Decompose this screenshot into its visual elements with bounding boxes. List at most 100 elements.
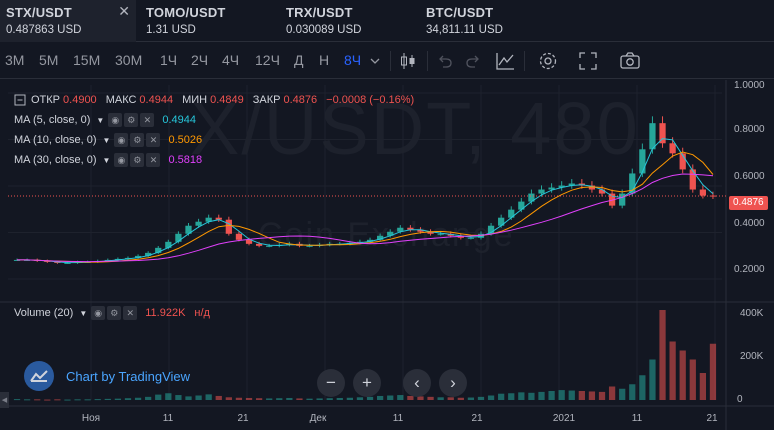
tab-tomo-usdt[interactable]: TOMO/USDT 1.31 USD xyxy=(140,0,276,42)
time-axis-label: Дек xyxy=(309,413,327,424)
undo-icon[interactable] xyxy=(434,50,456,72)
eye-icon[interactable]: ◉ xyxy=(114,153,129,167)
timeframe-12h[interactable]: 12Ч xyxy=(255,52,280,68)
close-icon[interactable]: ✕ xyxy=(140,113,155,127)
candle-body xyxy=(669,143,676,154)
candle-body xyxy=(387,231,394,236)
volume-bar xyxy=(598,391,606,400)
candle-body xyxy=(709,195,717,197)
candle-body xyxy=(165,241,172,248)
volume-bar xyxy=(13,399,21,401)
candle-body xyxy=(619,193,626,206)
eye-icon[interactable]: ◉ xyxy=(91,306,106,320)
volume-legend[interactable]: Volume (20) ▼ ◉ ⚙ ✕ 11.922K н/д xyxy=(14,306,219,320)
redo-icon[interactable] xyxy=(462,50,484,72)
candle-body xyxy=(44,260,51,262)
candle-body xyxy=(508,209,515,218)
cloud-icon xyxy=(24,361,54,391)
snapshot-icon[interactable] xyxy=(619,50,641,72)
chart-canvas[interactable] xyxy=(0,80,774,430)
close-value: 0.4876 xyxy=(283,94,318,106)
chevron-left-icon[interactable]: ◀ xyxy=(0,392,9,408)
settings-icon[interactable] xyxy=(537,50,559,72)
gear-icon[interactable]: ⚙ xyxy=(130,153,145,167)
chevron-down-icon[interactable]: ▼ xyxy=(96,115,105,125)
volume-bar xyxy=(518,392,525,400)
volume-bar xyxy=(437,397,444,400)
volume-bar xyxy=(326,398,333,400)
candles-icon[interactable] xyxy=(397,50,419,72)
zoom-out-button[interactable]: − xyxy=(317,369,345,397)
timeframe-3m[interactable]: 3М xyxy=(5,52,25,68)
eye-icon[interactable]: ◉ xyxy=(114,133,129,147)
ma30-legend[interactable]: MA (30, close, 0) ▼ ◉ ⚙ ✕ 0.5818 xyxy=(14,153,211,167)
eye-icon[interactable]: ◉ xyxy=(108,113,123,127)
volume-bar xyxy=(225,397,232,400)
collapse-legend-icon[interactable] xyxy=(14,94,26,106)
tab-trx-usdt[interactable]: TRX/USDT 0.030089 USD xyxy=(280,0,416,42)
candle-body xyxy=(225,219,232,234)
volume-bar xyxy=(165,393,172,400)
tab-btc-usdt[interactable]: BTC/USDT 34,811.11 USD xyxy=(420,0,556,42)
close-icon[interactable]: ✕ xyxy=(123,306,138,320)
volume-bar xyxy=(185,396,192,400)
candle-body xyxy=(195,221,202,226)
ma-line xyxy=(17,138,714,264)
volume-bar xyxy=(356,397,364,400)
low-label: МИН xyxy=(182,94,208,106)
chevron-down-icon[interactable]: ▼ xyxy=(102,155,111,165)
indicators-icon[interactable] xyxy=(494,50,516,72)
volume-bar xyxy=(255,398,263,400)
volume-extra: н/д xyxy=(194,307,210,319)
volume-bar xyxy=(417,396,424,400)
timeframe-week[interactable]: Н xyxy=(319,52,330,68)
gear-icon[interactable]: ⚙ xyxy=(124,113,139,127)
timeframe-2h[interactable]: 2Ч xyxy=(191,52,209,68)
timeframe-5m[interactable]: 5М xyxy=(39,52,59,68)
scroll-right-button[interactable]: › xyxy=(439,369,467,397)
candle-body xyxy=(215,217,222,220)
candle-body xyxy=(205,217,212,222)
timeframe-8h-selected[interactable]: 8Ч xyxy=(344,52,362,68)
chevron-down-icon[interactable]: ▼ xyxy=(79,308,88,318)
indicator-controls: ◉ ⚙ ✕ xyxy=(91,306,138,320)
candle-body xyxy=(54,261,61,263)
timeframe-15m[interactable]: 15М xyxy=(73,52,101,68)
ma-line xyxy=(17,173,714,263)
volume-bar xyxy=(155,394,162,400)
high-value: 0.4944 xyxy=(139,94,174,106)
timeframe-day[interactable]: Д xyxy=(294,52,304,68)
price-chart[interactable]: X/USDT, 480 Coin Exchange ОТКР 0.4900 МА… xyxy=(0,80,774,430)
candle-body xyxy=(64,262,71,264)
gear-icon[interactable]: ⚙ xyxy=(107,306,122,320)
timeframe-30m[interactable]: 30М xyxy=(115,52,143,68)
candle-body xyxy=(518,201,525,210)
timeframe-1h[interactable]: 1Ч xyxy=(160,52,178,68)
zoom-in-button[interactable]: + xyxy=(353,369,381,397)
fullscreen-icon[interactable] xyxy=(577,50,599,72)
ma10-legend[interactable]: MA (10, close, 0) ▼ ◉ ⚙ ✕ 0.5026 xyxy=(14,133,211,147)
ma5-legend[interactable]: MA (5, close, 0) ▼ ◉ ⚙ ✕ 0.4944 xyxy=(14,113,205,127)
ma30-value: 0.5818 xyxy=(168,154,203,166)
tradingview-brand[interactable]: Chart by TradingView xyxy=(24,361,190,391)
close-icon[interactable]: ✕ xyxy=(118,3,130,19)
scroll-left-button[interactable]: ‹ xyxy=(403,369,431,397)
volume-bar xyxy=(34,399,41,401)
candle-body xyxy=(437,233,444,235)
current-price-tag: 0.4876 xyxy=(729,196,768,210)
chevron-down-icon[interactable] xyxy=(369,55,381,67)
timeframe-4h[interactable]: 4Ч xyxy=(222,52,240,68)
candle-body xyxy=(679,153,686,170)
symbol-watermark: X/USDT, 480 xyxy=(190,87,640,170)
volume-bar xyxy=(64,399,71,401)
tab-stx-usdt[interactable]: STX/USDT 0.487863 USD ✕ xyxy=(0,0,136,42)
ma5-label: MA (5, close, 0) xyxy=(14,114,91,126)
gear-icon[interactable]: ⚙ xyxy=(130,133,145,147)
chevron-down-icon[interactable]: ▼ xyxy=(102,135,111,145)
volume-bar xyxy=(346,397,353,400)
tab-symbol: STX/USDT xyxy=(6,5,72,20)
close-icon[interactable]: ✕ xyxy=(146,153,161,167)
candle-body xyxy=(245,239,253,244)
close-icon[interactable]: ✕ xyxy=(146,133,161,147)
volume-bar xyxy=(366,396,374,400)
